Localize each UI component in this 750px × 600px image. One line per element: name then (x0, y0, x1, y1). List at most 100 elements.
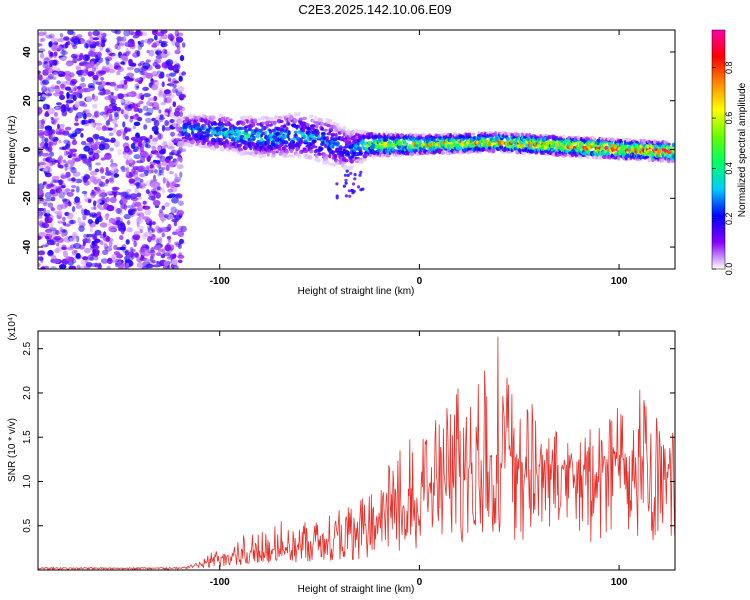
signal-cell (564, 153, 568, 157)
noise-cell (173, 80, 179, 84)
noise-cell (133, 146, 140, 150)
signal-cell (361, 187, 365, 191)
y-tick-label: -40 (22, 239, 33, 254)
noise-cell (150, 169, 154, 174)
signal-cell (353, 173, 357, 177)
spectrogram-panel: -100 0 100 -40 -20 0 20 40 Height of straight … (7, 29, 676, 297)
noise-cell (163, 112, 168, 116)
noise-cell (141, 233, 147, 240)
noise-cell (151, 221, 156, 226)
noise-cell (95, 162, 101, 166)
signal-cell (344, 181, 348, 185)
noise-cell (46, 156, 53, 163)
noise-cell (95, 58, 99, 62)
noise-cell (179, 171, 183, 178)
noise-cell (87, 31, 92, 37)
noise-cell (136, 212, 140, 216)
chart-title: C2E3.2025.142.10.06.E09 (298, 2, 452, 17)
y-tick-label: 2.0 (22, 386, 33, 400)
noise-cell (178, 200, 184, 206)
signal-cell (222, 127, 229, 131)
signal-cell (293, 130, 298, 134)
noise-cell (111, 165, 118, 171)
noise-cell (123, 30, 131, 37)
noise-cell (113, 244, 118, 250)
noise-cell (82, 176, 88, 183)
signal-cell (221, 147, 225, 152)
noise-cell (123, 146, 131, 153)
signal-cell (610, 137, 614, 142)
noise-cell (143, 93, 151, 98)
noise-cell (60, 185, 66, 189)
noise-cell (140, 252, 147, 256)
noise-cell (123, 76, 130, 80)
noise-cell (148, 190, 156, 198)
signal-cell (315, 131, 320, 135)
noise-cell (165, 165, 170, 172)
noise-cell (59, 188, 65, 194)
noise-cell (60, 204, 68, 209)
signal-cell (330, 132, 336, 137)
noise-cell (96, 203, 102, 209)
noise-cell (38, 43, 43, 47)
noise-cell (83, 66, 89, 72)
noise-cell (60, 50, 68, 56)
noise-cell (144, 244, 150, 249)
signal-cell (267, 120, 272, 124)
noise-cell (112, 118, 118, 125)
noise-cell (177, 38, 183, 44)
noise-cell (126, 66, 134, 71)
noise-cell (163, 89, 171, 95)
noise-cell (82, 213, 87, 221)
noise-cell (155, 50, 159, 56)
noise-cell (165, 155, 174, 160)
noise-cell (141, 265, 149, 269)
noise-cell (144, 251, 151, 257)
noise-cell (168, 93, 176, 99)
noise-cell (131, 211, 140, 217)
signal-cell (307, 126, 311, 130)
signal-cell (256, 122, 261, 126)
signal-cell (311, 124, 316, 128)
noise-cell (171, 160, 180, 164)
signal-cell (338, 145, 343, 151)
spectrogram-x-axis-label: Height of straight line (km) (298, 286, 415, 297)
noise-cell (116, 40, 120, 46)
noise-cell (174, 107, 180, 114)
colorbar: 0.0 0.2 0.4 0.6 0.8 Normalized spectral ampl… (711, 29, 748, 275)
noise-cell (38, 212, 42, 217)
noise-cell (55, 230, 60, 235)
noise-cell (101, 141, 107, 148)
noise-cell (177, 230, 185, 237)
snr-y-ticks: 0.5 1.0 1.5 2.0 2.5 (22, 341, 675, 533)
noise-cell (159, 155, 166, 162)
noise-cell (67, 133, 74, 138)
noise-cell (119, 211, 123, 216)
signal-cell (347, 137, 352, 142)
noise-cell (115, 216, 121, 220)
noise-cell (38, 199, 41, 205)
signal-cell (361, 143, 365, 149)
noise-cell (60, 83, 65, 89)
signal-cell (196, 140, 200, 146)
noise-cell (116, 84, 125, 89)
noise-cell (53, 112, 59, 117)
noise-cell (106, 69, 110, 73)
signal-cell (318, 152, 322, 156)
noise-cell (181, 71, 186, 76)
noise-cell (44, 137, 49, 143)
noise-cell (118, 128, 125, 134)
y-tick-label: 2.5 (22, 341, 33, 355)
noise-cell (86, 262, 93, 268)
noise-cell (163, 97, 168, 103)
noise-cell (172, 253, 177, 259)
x-tick-label: -100 (210, 577, 230, 588)
noise-cell (137, 167, 145, 173)
noise-cell (59, 165, 64, 169)
noise-cell (87, 181, 91, 186)
noise-cell (117, 93, 124, 100)
noise-cell (124, 259, 131, 263)
noise-cell (174, 150, 178, 154)
noise-cell (124, 126, 128, 134)
noise-cell (143, 258, 150, 263)
